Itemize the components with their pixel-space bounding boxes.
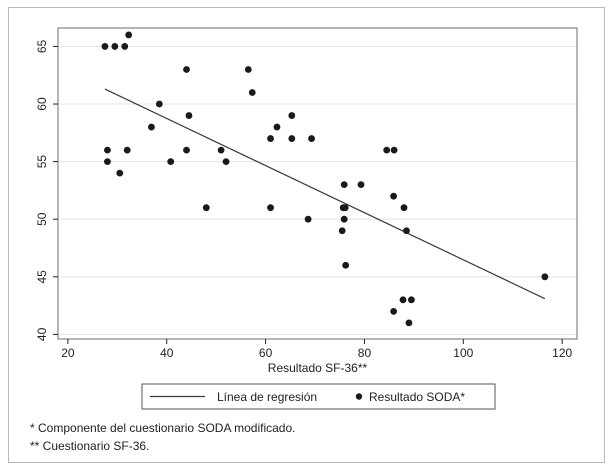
data-point	[148, 123, 155, 131]
data-point	[340, 181, 348, 189]
data-point	[405, 319, 413, 327]
data-point	[341, 204, 349, 212]
x-tick-label: 20	[61, 346, 75, 360]
data-point	[390, 307, 398, 315]
data-point	[267, 135, 274, 142]
x-tick-label: 120	[552, 346, 572, 360]
data-point	[288, 135, 296, 142]
data-point	[202, 204, 210, 212]
data-point	[244, 66, 252, 73]
data-point	[121, 43, 129, 50]
data-point	[267, 204, 274, 212]
data-point	[399, 296, 407, 304]
data-point	[390, 146, 398, 154]
footnote-1: * Componente del cuestionario SODA modif…	[30, 421, 296, 435]
y-tick-label: 60	[35, 97, 49, 111]
data-point	[101, 43, 109, 50]
x-tick-label: 60	[259, 346, 273, 360]
data-point	[222, 158, 230, 166]
data-point	[340, 215, 348, 223]
data-point	[308, 135, 315, 142]
y-tick-label: 40	[35, 327, 49, 341]
data-point	[183, 146, 190, 154]
y-tick-label: 55	[35, 155, 49, 169]
data-point	[390, 192, 398, 200]
legend: Línea de regresión Resultado SODA*	[141, 383, 496, 410]
x-tick-label: 40	[160, 346, 174, 360]
data-point	[125, 31, 133, 39]
regression-line	[104, 88, 546, 300]
data-point	[273, 123, 281, 131]
data-point	[104, 146, 111, 154]
data-point	[217, 146, 225, 154]
data-point	[123, 146, 131, 154]
data-point	[116, 169, 124, 177]
regression-line-segment	[104, 88, 546, 300]
data-point	[288, 112, 296, 119]
plot-area-border	[57, 27, 578, 340]
grid-lines	[58, 45, 577, 335]
data-point	[357, 181, 365, 189]
data-points	[101, 31, 549, 327]
data-point	[400, 204, 408, 212]
y-tick-label: 50	[35, 212, 49, 226]
legend-dot-swatch	[355, 393, 363, 400]
data-point	[185, 112, 193, 119]
data-point	[167, 158, 175, 166]
footnote-2: ** Cuestionario SF-36.	[30, 439, 150, 453]
legend-line-label: Línea de regresión	[217, 390, 317, 404]
x-tick-label: 80	[358, 346, 372, 360]
data-point	[383, 146, 391, 154]
data-point	[111, 43, 119, 50]
data-point	[183, 66, 190, 73]
data-point	[104, 158, 111, 166]
y-tick-label: 65	[35, 39, 49, 53]
data-point	[408, 296, 415, 304]
data-point	[541, 273, 549, 281]
data-point	[403, 227, 410, 235]
data-point	[248, 89, 256, 96]
legend-dot-label: Resultado SODA*	[369, 390, 465, 404]
data-point	[304, 215, 312, 223]
data-point	[338, 227, 346, 235]
data-point	[155, 100, 163, 108]
axis-ticks: 20 40 60 80 100 120 40 45 50 55 60 65	[35, 39, 572, 360]
data-point	[342, 261, 350, 269]
y-tick-label: 45	[35, 270, 49, 284]
x-tick-label: 100	[453, 346, 473, 360]
x-axis-label: Resultado SF-36**	[268, 361, 368, 375]
